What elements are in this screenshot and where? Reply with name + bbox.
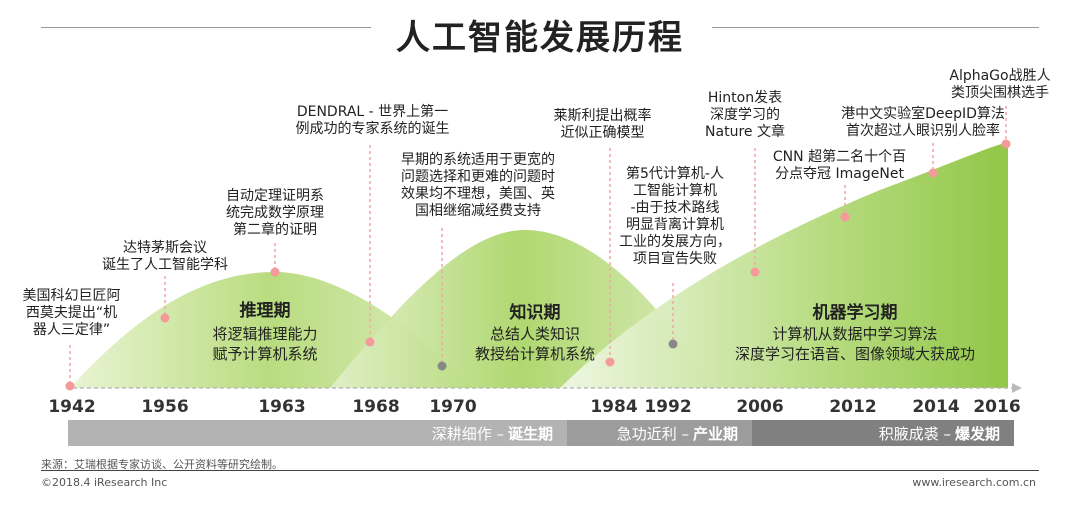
- era-band-bold: 诞生期: [507, 424, 553, 443]
- event-dots: [65, 139, 1011, 391]
- source-note: 来源：艾瑞根据专家访谈、公开资料等研究绘制。: [41, 458, 283, 471]
- year-label: 2016: [973, 397, 1021, 417]
- phase-desc-line: 计算机从数据中学习算法: [772, 325, 938, 343]
- phase-desc-machine-learning: 计算机从数据中学习算法 深度学习在语音、图像领域大获成功: [705, 324, 1005, 364]
- event-dot-1963: [270, 267, 280, 277]
- website-link[interactable]: www.iresearch.com.cn: [912, 476, 1036, 489]
- event-label-1942: 美国科幻巨匠阿 西莫夫提出“机 器人三定律”: [22, 288, 121, 338]
- era-band-light: 积腋成裘 –: [878, 424, 951, 443]
- phase-title-reasoning: 推理期: [239, 301, 291, 321]
- year-label: 2006: [736, 397, 784, 417]
- phase-desc-line: 将逻辑推理能力: [212, 325, 318, 343]
- event-dot-1968: [365, 337, 375, 347]
- event-label-2006: Hinton发表 深度学习的 Nature 文章: [705, 90, 785, 140]
- year-label: 1984: [590, 397, 638, 417]
- year-label: 1963: [258, 397, 306, 417]
- year-label: 1970: [429, 397, 477, 417]
- event-dot-1984: [605, 357, 615, 367]
- era-band-birth: 深耕细作 – 诞生期: [68, 420, 567, 446]
- era-band-bold: 产业期: [692, 424, 738, 443]
- event-dot-2012: [840, 212, 850, 222]
- year-label: 1968: [352, 397, 400, 417]
- year-label: 2012: [829, 397, 877, 417]
- event-label-1963: 自动定理证明系 统完成数学原理 第二章的证明: [226, 188, 324, 238]
- event-label-2012: CNN 超第二名十个百 分点夺冠 ImageNet: [772, 149, 907, 182]
- event-label-1956: 达特茅斯会议 诞生了人工智能学科: [102, 240, 228, 273]
- event-dot-2006: [750, 267, 760, 277]
- year-label: 1992: [644, 397, 692, 417]
- phase-desc-line: 赋予计算机系统: [212, 345, 318, 363]
- era-band-industry: 急功近利 – 产业期: [567, 420, 752, 446]
- phase-desc-line: 教授给计算机系统: [474, 345, 595, 363]
- event-dot-2014: [928, 168, 938, 178]
- event-label-2014: 港中文实验室DeepID算法 首次超过人眼识别人脸率: [841, 106, 1005, 139]
- footer-divider: [41, 470, 1039, 471]
- phase-desc-line: 深度学习在语音、图像领域大获成功: [734, 345, 975, 363]
- year-label: 1942: [48, 397, 96, 417]
- event-label-1992: 第5代计算机-人 工智能计算机 -由于技术路线 明显背离计算机 工业的发展方向，…: [619, 166, 731, 267]
- era-band-light: 深耕细作 –: [431, 424, 504, 443]
- event-label-1970: 早期的系统适用于更宽的 问题选择和更难的问题时 效果均不理想，美国、英 国相继缩…: [401, 152, 555, 219]
- event-label-2016: AlphaGo战胜人 类顶尖围棋选手: [949, 68, 1051, 101]
- phase-desc-line: 总结人类知识: [489, 325, 580, 343]
- phase-title-knowledge: 知识期: [509, 303, 561, 323]
- era-band-bold: 爆发期: [954, 424, 1000, 443]
- event-dot-1970: [437, 361, 447, 371]
- title-rule-right: [712, 27, 1039, 28]
- year-label: 1956: [141, 397, 189, 417]
- timeline-arrow-icon: [1012, 383, 1022, 393]
- event-dot-2016: [1001, 139, 1011, 149]
- event-dot-1992: [668, 339, 678, 349]
- phase-title-machine-learning: 机器学习期: [812, 303, 898, 323]
- era-band-explosion: 积腋成裘 – 爆发期: [752, 420, 1014, 446]
- title-rule-left: [41, 27, 371, 28]
- event-label-1968: DENDRAL - 世界上第一 例成功的专家系统的诞生: [295, 104, 450, 137]
- era-band-light: 急功近利 –: [616, 424, 689, 443]
- event-dot-1956: [160, 313, 170, 323]
- year-label: 2014: [912, 397, 960, 417]
- event-label-1984: 莱斯利提出概率 近似正确模型: [553, 108, 652, 141]
- phase-desc-knowledge: 总结人类知识 教授给计算机系统: [455, 324, 615, 364]
- phase-hill-machine-learning: [560, 142, 1008, 388]
- copyright: ©2018.4 iResearch Inc: [41, 476, 168, 489]
- event-dot-1942: [65, 381, 75, 391]
- page-title: 人工智能发展历程: [396, 18, 684, 58]
- phase-desc-reasoning: 将逻辑推理能力 赋予计算机系统: [190, 324, 340, 364]
